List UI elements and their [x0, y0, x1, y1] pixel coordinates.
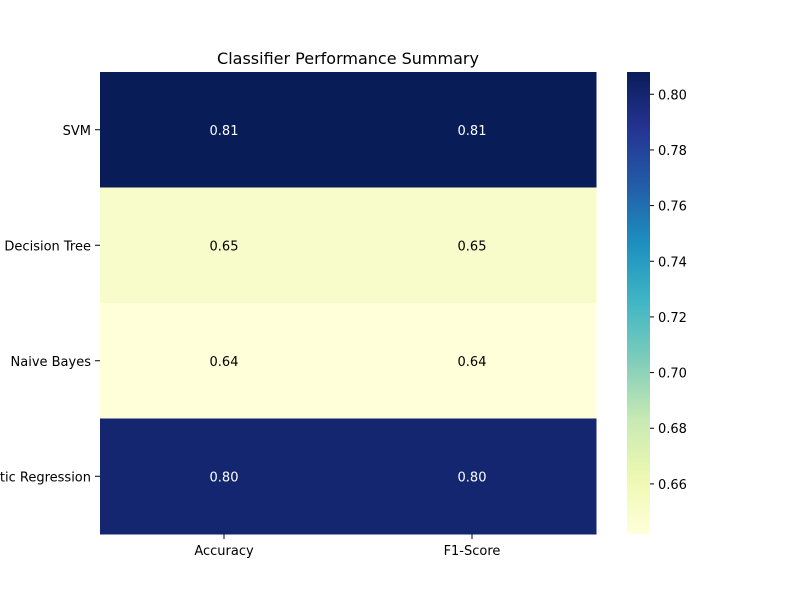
colorbar-tick-label: 0.66	[658, 478, 687, 493]
colorbar-ticks: 0.66 0.68 0.70 0.72 0.74 0.76 0.78 0.80	[650, 88, 687, 493]
y-tick-label: Logistic Regression	[0, 470, 91, 485]
row-labels: SVM Decision Tree Naive Bayes Logistic Regr…	[0, 124, 100, 485]
cell-value-label: 0.80	[210, 470, 239, 485]
heatmap-cell	[100, 418, 349, 535]
heatmap-cell	[348, 187, 597, 304]
heatmap-cell	[100, 187, 349, 304]
colorbar-tick-label: 0.76	[658, 200, 687, 215]
cell-value-label: 0.65	[210, 239, 239, 254]
column-labels: Accuracy F1-Score	[194, 534, 500, 559]
cell-value-label: 0.80	[458, 470, 487, 485]
heatmap-cell	[100, 303, 349, 419]
cell-value-label: 0.65	[458, 239, 487, 254]
colorbar-tick-label: 0.70	[658, 367, 687, 382]
x-tick-label: F1-Score	[444, 544, 501, 559]
heatmap-cell	[100, 72, 349, 188]
y-tick-label: SVM	[63, 124, 91, 139]
colorbar-tick-label: 0.74	[658, 255, 687, 270]
colorbar-tick-label: 0.80	[658, 88, 687, 103]
heatmap-cell	[348, 72, 597, 188]
y-tick-label: Naive Bayes	[11, 355, 92, 370]
chart-title: Classifier Performance Summary	[217, 49, 479, 68]
heatmap-cell	[348, 418, 597, 535]
heatmap-cell	[348, 303, 597, 419]
heatmap-cells: 0.81 0.81 0.65 0.65 0.64 0.64 0.80 0.80	[100, 72, 597, 535]
colorbar-tick-label: 0.78	[658, 144, 687, 159]
colorbar	[627, 72, 650, 534]
colorbar-tick-label: 0.72	[658, 311, 687, 326]
cell-value-label: 0.81	[210, 124, 239, 139]
cell-value-label: 0.81	[458, 124, 487, 139]
x-tick-label: Accuracy	[194, 544, 254, 559]
cell-value-label: 0.64	[210, 355, 239, 370]
y-tick-label: Decision Tree	[4, 239, 91, 254]
colorbar-gradient	[627, 72, 650, 534]
colorbar-tick-label: 0.68	[658, 422, 687, 437]
cell-value-label: 0.64	[458, 355, 487, 370]
